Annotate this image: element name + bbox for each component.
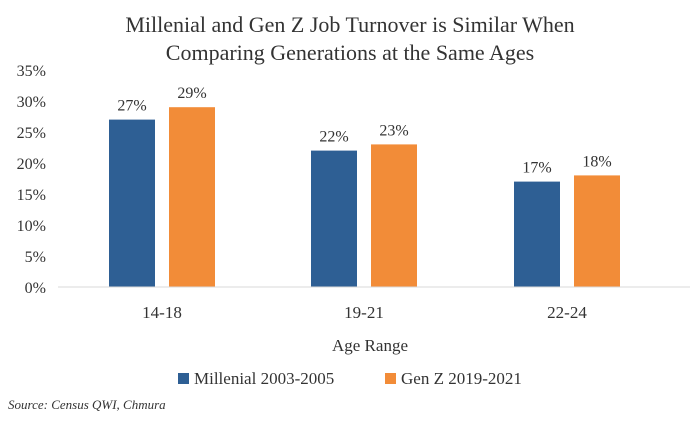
legend: Millenial 2003-2005 Gen Z 2019-2021 — [178, 369, 522, 388]
bar-labels: 27% 29% 22% 23% 17% 18% — [117, 85, 611, 176]
bar-value-label: 17% — [522, 160, 551, 177]
y-tick-label: 5% — [25, 249, 46, 266]
y-tick-label: 35% — [17, 63, 46, 80]
bar-millenial-14-18 — [109, 119, 155, 287]
source-note: Source: Census QWI, Chmura — [8, 397, 166, 412]
y-tick-label: 25% — [17, 125, 46, 142]
y-tick-label: 20% — [17, 156, 46, 173]
y-tick-label: 10% — [17, 218, 46, 235]
bar-value-label: 18% — [582, 153, 611, 170]
bar-value-label: 23% — [379, 122, 408, 139]
chart-title-line-1: Millenial and Gen Z Job Turnover is Simi… — [125, 12, 575, 37]
bar-millenial-19-21 — [311, 150, 357, 287]
x-axis: 14-18 19-21 22-24 Age Range — [58, 286, 690, 355]
x-tick-label: 14-18 — [142, 303, 182, 322]
x-tick-label: 19-21 — [344, 303, 384, 322]
legend-swatch-millenial — [178, 373, 189, 384]
bar-value-label: 27% — [117, 98, 146, 115]
bar-value-label: 22% — [319, 129, 348, 146]
bar-value-label: 29% — [177, 85, 206, 102]
y-axis: 0% 5% 10% 15% 20% 25% 30% 35% — [17, 63, 46, 297]
bar-gen-z-22-24 — [574, 175, 620, 287]
x-tick-label: 22-24 — [547, 303, 587, 322]
bars — [109, 107, 620, 287]
y-tick-label: 30% — [17, 94, 46, 111]
legend-label-gen-z: Gen Z 2019-2021 — [401, 369, 522, 388]
bar-gen-z-14-18 — [169, 107, 215, 287]
bar-millenial-22-24 — [514, 181, 560, 287]
y-tick-label: 15% — [17, 187, 46, 204]
chart-title-line-2: Comparing Generations at the Same Ages — [165, 40, 535, 65]
x-axis-title: Age Range — [332, 336, 408, 355]
bar-gen-z-19-21 — [371, 144, 417, 287]
legend-label-millenial: Millenial 2003-2005 — [194, 369, 334, 388]
y-tick-label: 0% — [25, 280, 46, 297]
legend-swatch-gen-z — [385, 373, 396, 384]
